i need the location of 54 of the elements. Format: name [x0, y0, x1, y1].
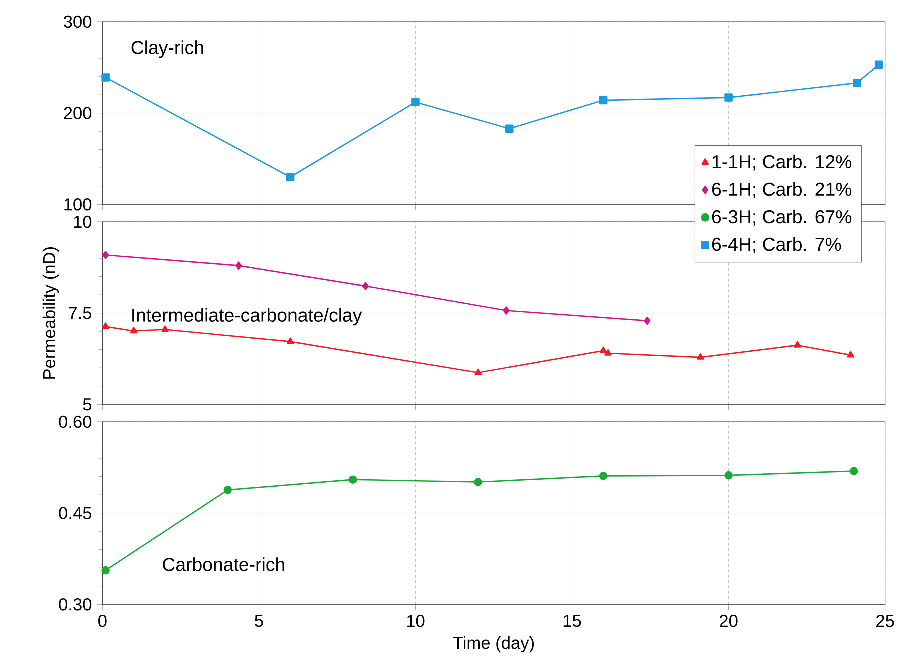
y-tick-label: 200	[64, 107, 92, 120]
point	[474, 478, 482, 486]
point	[236, 262, 242, 270]
point	[644, 316, 651, 326]
point	[348, 476, 358, 484]
point	[286, 173, 295, 182]
y-tick-label: 100	[64, 198, 92, 211]
point	[600, 346, 608, 354]
point	[286, 338, 294, 344]
point	[599, 472, 608, 480]
annotation: Carbonate-rich	[163, 558, 284, 572]
point	[506, 124, 514, 133]
point	[724, 471, 733, 480]
point	[362, 282, 369, 290]
x-tick-label: 25	[876, 615, 894, 628]
point	[794, 341, 802, 348]
point	[604, 349, 612, 356]
point	[503, 306, 510, 315]
point	[724, 94, 733, 102]
point	[412, 98, 420, 106]
annotation: Intermediate-carbonate/clay	[132, 308, 362, 326]
legend-label: 6-3H; Carb. 67%	[712, 210, 852, 226]
legend-label: 6-1H; Carb. 21%	[712, 182, 852, 198]
point	[102, 566, 110, 575]
y-tick-label: 5	[83, 398, 92, 411]
legend-label: 1-1H; Carb. 12%	[712, 154, 852, 171]
point	[224, 486, 232, 494]
point	[474, 368, 482, 376]
y-axis-title: Permeability (nD)	[42, 247, 60, 379]
y-tick-label: 0.60	[59, 416, 92, 428]
point	[599, 96, 608, 105]
point	[102, 322, 110, 330]
x-tick-label: 10	[407, 615, 425, 628]
y-tick-label: 0.45	[59, 507, 92, 520]
y-tick-label: 10	[74, 216, 92, 228]
annotation: Clay-rich	[132, 40, 204, 58]
point	[696, 353, 704, 360]
x-tick-label: 20	[720, 615, 738, 628]
point	[850, 467, 858, 476]
x-tick-label: 15	[564, 615, 582, 628]
point	[853, 79, 862, 88]
x-axis-title: Time (day)	[453, 636, 534, 653]
point	[847, 351, 855, 358]
x-tick-label: 0	[98, 615, 107, 628]
point	[130, 327, 138, 334]
point	[874, 60, 884, 70]
y-tick-label: 0.30	[59, 598, 92, 611]
point	[162, 326, 169, 332]
y-tick-label: 300	[64, 16, 92, 28]
point	[102, 74, 110, 82]
legend-label: 6-4H; Carb. 7%	[712, 237, 842, 254]
x-tick-label: 5	[255, 615, 264, 628]
y-tick-label: 7.5	[69, 307, 92, 320]
point	[102, 251, 110, 260]
